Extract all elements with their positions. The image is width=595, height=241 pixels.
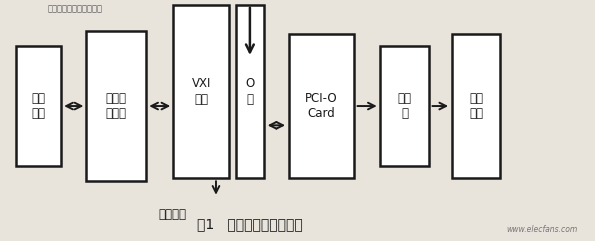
Text: 供电: 供电 <box>32 92 46 105</box>
Bar <box>173 5 230 178</box>
Text: www.elecfans.com: www.elecfans.com <box>506 225 577 234</box>
Text: 图1   测试系统工作流程图: 图1 测试系统工作流程图 <box>197 217 303 231</box>
Text: 机箱: 机箱 <box>194 93 208 106</box>
Bar <box>86 31 146 181</box>
Bar <box>17 46 61 166</box>
Text: 各种插卡: 各种插卡 <box>158 208 187 221</box>
Bar <box>236 5 264 178</box>
Text: 系统: 系统 <box>32 107 46 120</box>
Text: 计算: 计算 <box>397 92 412 105</box>
Text: 飞机电源测试系统的研制: 飞机电源测试系统的研制 <box>48 5 102 14</box>
Text: Card: Card <box>308 107 335 120</box>
Text: O: O <box>245 77 255 90</box>
Bar <box>289 34 354 178</box>
Text: 报表: 报表 <box>469 107 483 120</box>
Text: 输出: 输出 <box>469 92 483 105</box>
Text: 输入输: 输入输 <box>105 92 127 105</box>
Text: 出接口: 出接口 <box>105 107 127 120</box>
Text: VXI: VXI <box>192 77 211 90</box>
Text: PCI-O: PCI-O <box>305 92 337 105</box>
Text: 槽: 槽 <box>246 93 253 106</box>
Bar <box>380 46 429 166</box>
Text: 机: 机 <box>401 107 408 120</box>
Bar <box>452 34 500 178</box>
